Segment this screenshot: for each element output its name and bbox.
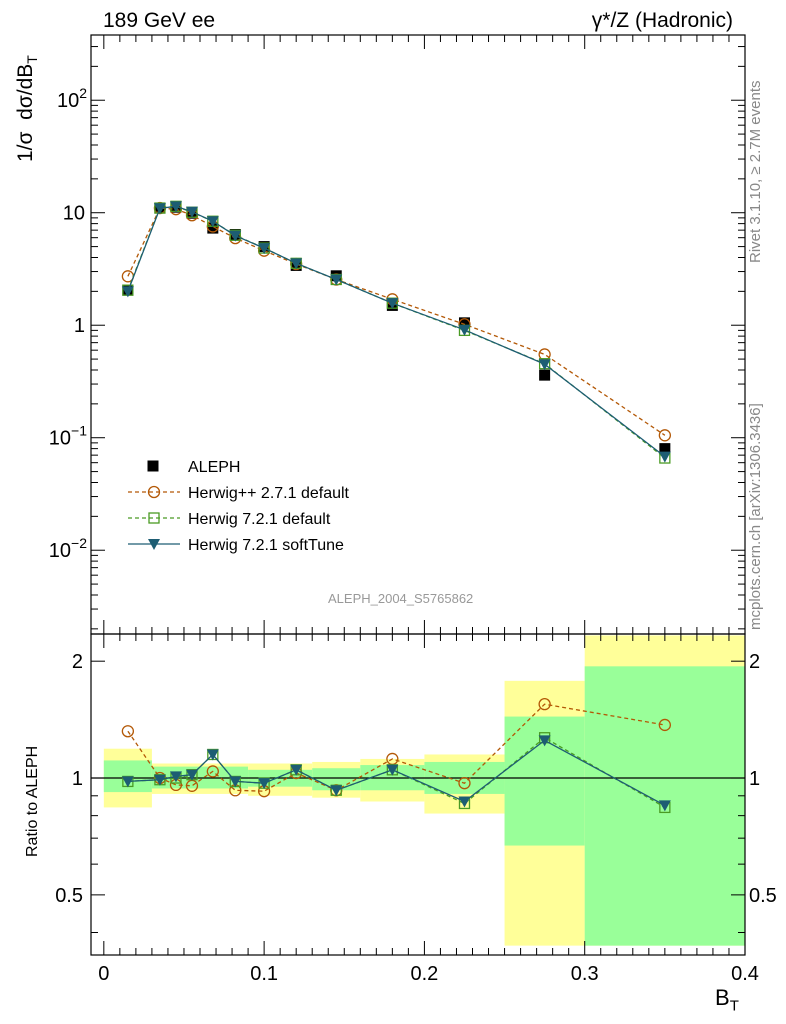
main-y-ticks	[91, 46, 745, 630]
main-ylabel: 1/σ dσ/dBT	[14, 55, 41, 162]
header-left: 189 GeV ee	[103, 9, 216, 32]
ratio-y-tick-label: 1	[72, 768, 83, 790]
legend-label: ALEPH	[188, 459, 240, 476]
mcplots-label: mcplots.cern.ch [arXiv:1306.3436]	[747, 403, 764, 630]
legend-marker	[148, 539, 160, 550]
series-line	[127, 205, 666, 458]
x-tick-label: 0.1	[250, 963, 278, 985]
ratio-point	[121, 725, 135, 738]
ratio-bands	[103, 635, 745, 946]
ratio-point	[258, 778, 271, 790]
ratio-frame	[90, 633, 746, 956]
series-point	[330, 274, 343, 286]
ratio-point	[206, 749, 219, 761]
aleph-point	[458, 317, 470, 329]
series-point	[153, 203, 166, 215]
ratio-point	[538, 698, 551, 711]
ratio-point	[185, 769, 198, 781]
ratio-ylabel: Ratio to ALEPH	[24, 745, 41, 857]
series-point	[458, 324, 471, 336]
x-tick-label: 0.4	[731, 963, 759, 985]
series-line	[127, 207, 666, 436]
main-y-tick-label: 10−1	[49, 423, 87, 450]
series-point	[229, 230, 242, 242]
header-right: γ*/Z (Hadronic)	[591, 9, 733, 32]
aleph-point	[539, 369, 551, 381]
x-tick-label: 0.3	[571, 963, 599, 985]
series-point	[538, 359, 551, 371]
legend-marker	[148, 512, 160, 524]
ratio-point	[169, 771, 182, 783]
ratio-point	[206, 765, 219, 778]
ratio-point	[538, 735, 551, 747]
analysis-watermark: ALEPH_2004_S5765862	[328, 591, 474, 606]
series-point	[206, 216, 219, 228]
series-0	[121, 201, 672, 442]
main-y-tick-label: 1	[74, 315, 85, 337]
ratio-y-tick-label-right: 2	[749, 651, 760, 673]
legend-label: Herwig 7.2.1 default	[188, 511, 331, 528]
ratio-point	[229, 776, 242, 788]
main-y-tick-label: 10−2	[49, 535, 87, 562]
series-point	[658, 429, 672, 442]
series-point	[290, 258, 303, 270]
series-point	[185, 206, 198, 218]
main-y-tick-label: 102	[57, 85, 87, 112]
series-point	[121, 286, 134, 298]
x-tick-label: 0.2	[411, 963, 439, 985]
ratio-point	[330, 785, 343, 797]
ratio-line	[127, 703, 666, 792]
main-y-tick-label: 10	[63, 203, 85, 225]
series-1	[122, 200, 671, 464]
ratio-point	[290, 764, 303, 776]
ratio-point	[153, 774, 166, 786]
x-tick-label: 0	[98, 963, 109, 985]
ratio-y-ticks	[91, 660, 745, 933]
legend-marker	[147, 485, 161, 499]
series-point	[386, 298, 399, 310]
ratio-y-tick-label: 0.5	[55, 885, 83, 907]
ratio-point	[458, 796, 471, 808]
series-point	[258, 243, 271, 255]
ratio-point	[458, 777, 471, 790]
series-point	[658, 451, 671, 463]
ratio-point	[386, 764, 399, 776]
series-aleph	[122, 201, 671, 455]
ratio-point	[658, 800, 671, 812]
x-axis-label: BT	[715, 985, 739, 1015]
aleph-point	[659, 443, 671, 455]
ratio-point	[121, 776, 134, 788]
series-line	[127, 205, 666, 459]
legend-marker	[147, 460, 159, 472]
series-2	[121, 201, 671, 463]
legend: ALEPH Herwig++ 2.7.1 default Herwig 7.2.1 …	[128, 459, 350, 554]
rivet-label: Rivet 3.1.10, ≥ 2.7M events	[747, 80, 764, 264]
x-ticks	[103, 35, 746, 955]
legend-label: Herwig 7.2.1 softTune	[188, 537, 344, 554]
ratio-point	[658, 718, 672, 732]
ratio-y-tick-label: 2	[72, 651, 83, 673]
series-point	[169, 201, 182, 213]
legend-label: Herwig++ 2.7.1 default	[188, 485, 350, 502]
aleph-point	[207, 222, 219, 234]
ratio-y-tick-label-right: 1	[749, 768, 760, 790]
ratio-y-tick-label-right: 0.5	[749, 885, 777, 907]
ratio-series-2	[121, 735, 671, 812]
